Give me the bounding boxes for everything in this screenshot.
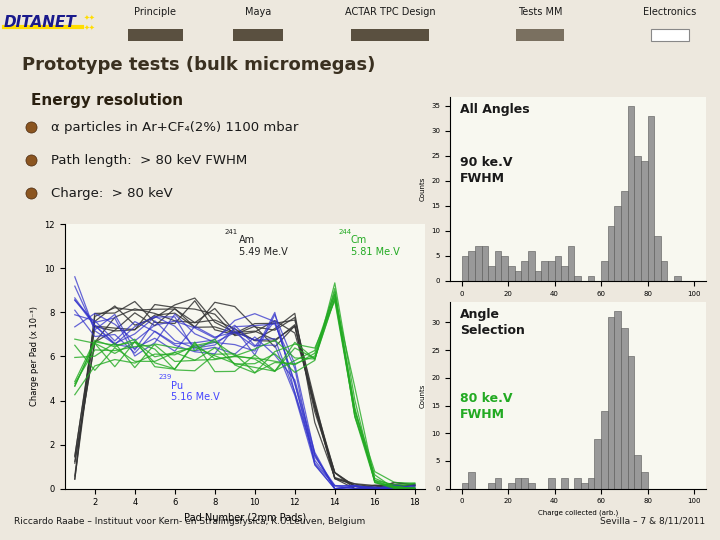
- Bar: [608, 226, 614, 281]
- Bar: [575, 477, 581, 489]
- Text: Riccardo Raabe – Instituut voor Kern- en Stralingsfysica, K.U.Leuven, Belgium: Riccardo Raabe – Instituut voor Kern- en…: [14, 517, 366, 525]
- Text: All Angles: All Angles: [460, 103, 530, 116]
- Bar: [641, 161, 647, 281]
- Bar: [628, 106, 634, 281]
- Bar: [561, 266, 568, 281]
- Bar: [495, 251, 501, 281]
- Bar: [351, 29, 429, 41]
- Bar: [541, 261, 548, 281]
- Text: Sevilla – 7 & 8/11/2011: Sevilla – 7 & 8/11/2011: [600, 517, 706, 525]
- Bar: [521, 477, 528, 489]
- Bar: [528, 483, 535, 489]
- Bar: [508, 483, 515, 489]
- Text: Pu
5.16 Me.V: Pu 5.16 Me.V: [171, 381, 220, 402]
- Bar: [575, 276, 581, 281]
- Bar: [595, 439, 601, 489]
- Bar: [651, 29, 689, 41]
- Text: Electronics: Electronics: [644, 7, 697, 17]
- Bar: [561, 477, 568, 489]
- Text: DITANET: DITANET: [4, 15, 77, 30]
- Bar: [674, 276, 680, 281]
- Bar: [601, 261, 608, 281]
- Y-axis label: Counts: Counts: [420, 177, 426, 201]
- Y-axis label: Counts: Counts: [420, 383, 426, 408]
- Bar: [468, 251, 475, 281]
- Bar: [535, 271, 541, 281]
- Bar: [528, 251, 535, 281]
- Text: ✦✦: ✦✦: [84, 15, 96, 21]
- Bar: [515, 477, 521, 489]
- Bar: [462, 256, 468, 281]
- Bar: [654, 236, 661, 281]
- Bar: [588, 276, 595, 281]
- Bar: [581, 483, 588, 489]
- Bar: [516, 29, 564, 41]
- Text: Angle
Selection: Angle Selection: [460, 308, 525, 337]
- X-axis label: Charge collected (arb.): Charge collected (arb.): [538, 302, 618, 308]
- Bar: [614, 206, 621, 281]
- Text: Prototype tests (bulk micromegas): Prototype tests (bulk micromegas): [22, 56, 375, 74]
- Text: Path length:  > 80 keV FWHM: Path length: > 80 keV FWHM: [50, 154, 247, 167]
- Bar: [501, 256, 508, 281]
- Bar: [462, 483, 468, 489]
- Bar: [508, 266, 515, 281]
- Bar: [475, 246, 482, 281]
- Bar: [628, 356, 634, 489]
- Text: 90 ke.V
FWHM: 90 ke.V FWHM: [460, 156, 513, 185]
- Text: ✦✦: ✦✦: [84, 25, 96, 31]
- Bar: [634, 156, 641, 281]
- Bar: [495, 477, 501, 489]
- Text: Maya: Maya: [245, 7, 271, 17]
- X-axis label: Pad Number (2mm Pads): Pad Number (2mm Pads): [184, 513, 306, 523]
- Bar: [548, 261, 554, 281]
- Bar: [661, 261, 667, 281]
- Text: Charge:  > 80 keV: Charge: > 80 keV: [50, 187, 172, 200]
- Bar: [127, 29, 182, 41]
- Bar: [621, 191, 628, 281]
- Bar: [468, 472, 475, 489]
- Bar: [482, 246, 488, 281]
- Bar: [554, 256, 561, 281]
- Bar: [621, 328, 628, 489]
- Text: Tests MM: Tests MM: [518, 7, 562, 17]
- Text: 80 ke.V
FWHM: 80 ke.V FWHM: [460, 392, 513, 421]
- Text: 241: 241: [225, 228, 238, 234]
- Bar: [601, 411, 608, 489]
- Text: 239: 239: [159, 374, 172, 380]
- Text: α particles in Ar+CF₄(2%) 1100 mbar: α particles in Ar+CF₄(2%) 1100 mbar: [50, 120, 298, 134]
- Text: Cm
5.81 Me.V: Cm 5.81 Me.V: [351, 235, 400, 256]
- Bar: [647, 116, 654, 281]
- Bar: [641, 472, 647, 489]
- X-axis label: Charge collected (arb.): Charge collected (arb.): [538, 510, 618, 516]
- Text: Am
5.49 Me.V: Am 5.49 Me.V: [239, 235, 287, 256]
- Bar: [588, 477, 595, 489]
- Text: 244: 244: [339, 228, 352, 234]
- Bar: [608, 317, 614, 489]
- Bar: [515, 271, 521, 281]
- Bar: [233, 29, 283, 41]
- Text: Principle: Principle: [134, 7, 176, 17]
- Bar: [488, 266, 495, 281]
- Bar: [634, 455, 641, 489]
- Bar: [521, 261, 528, 281]
- Bar: [614, 311, 621, 489]
- Text: ACTAR TPC Design: ACTAR TPC Design: [345, 7, 436, 17]
- Bar: [548, 477, 554, 489]
- Bar: [488, 483, 495, 489]
- Bar: [568, 246, 575, 281]
- Text: Energy resolution: Energy resolution: [30, 93, 183, 108]
- Y-axis label: Charge per Pad (x 10⁻³): Charge per Pad (x 10⁻³): [30, 306, 39, 407]
